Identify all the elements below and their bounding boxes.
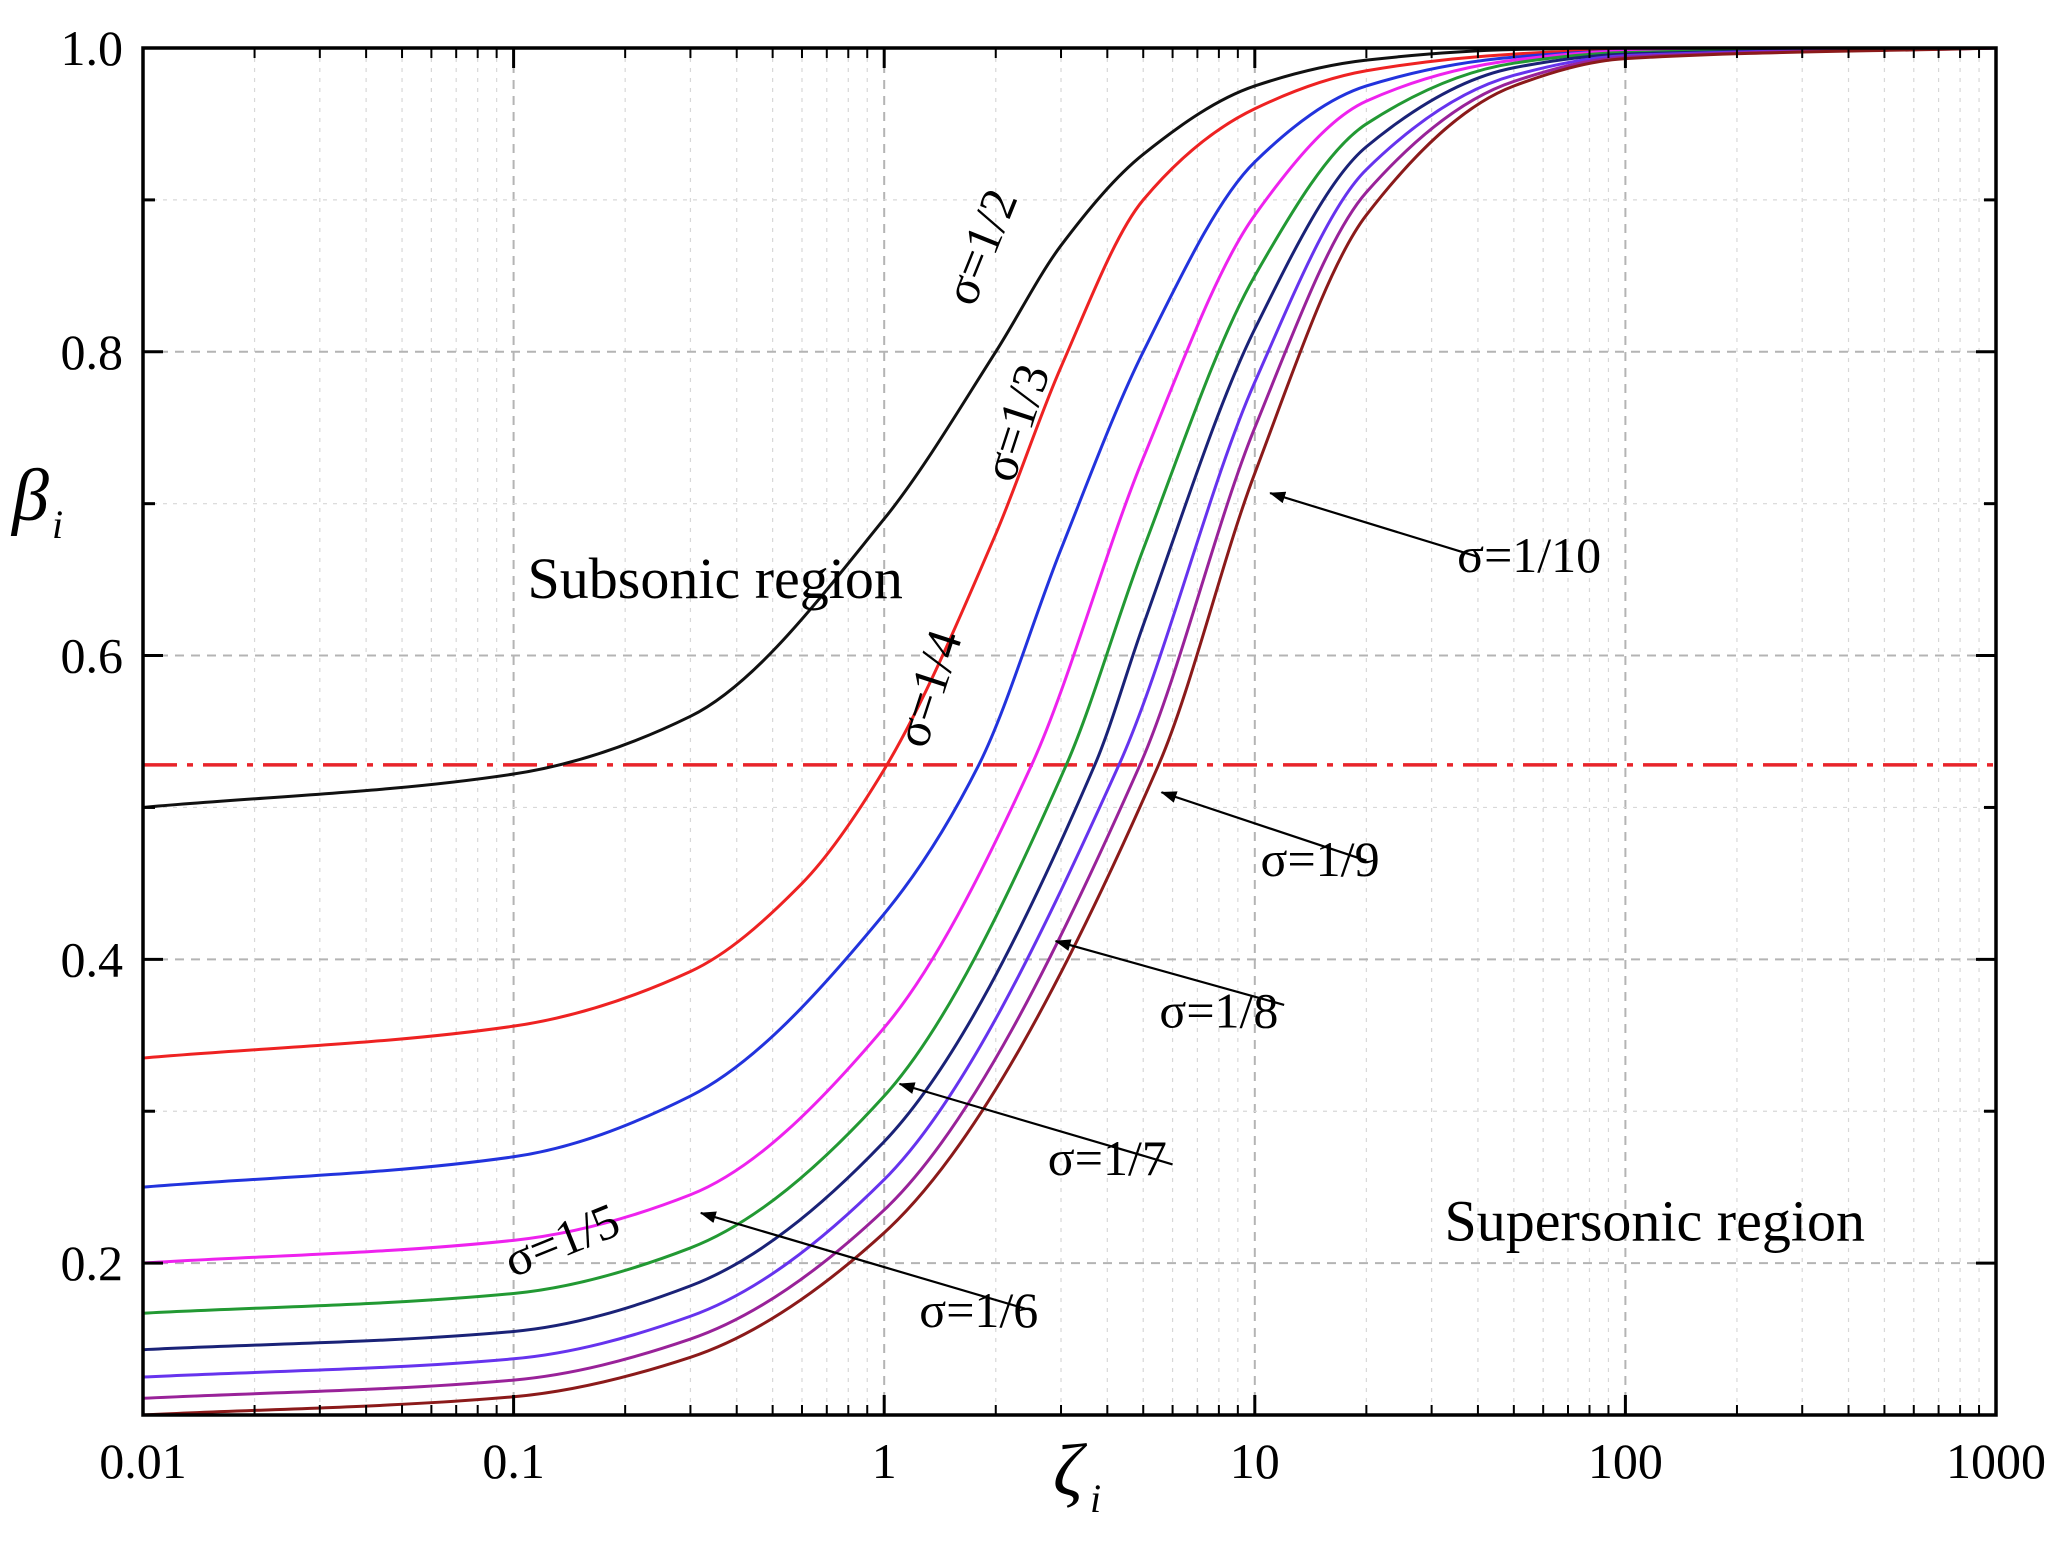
x-tick-labels: 0.01 0.1 1 10 100 1000 xyxy=(99,1433,2046,1489)
y-axis-symbol: β xyxy=(10,455,49,537)
plot-frame xyxy=(141,46,1998,1417)
annotation-arrow xyxy=(1054,939,1285,1006)
annotation-label: σ=1/8 xyxy=(1159,983,1278,1039)
axis-ticks xyxy=(141,46,1998,1417)
series-line-1-5 xyxy=(142,46,1997,1265)
curve-label: σ=1/4 xyxy=(883,623,973,754)
supersonic-region-label: Supersonic region xyxy=(1445,1188,1865,1253)
series-group xyxy=(142,46,1997,1417)
x-tick-label: 0.1 xyxy=(482,1433,545,1489)
y-tick-label: 0.2 xyxy=(61,1235,124,1291)
series-line-1-3 xyxy=(142,46,1997,1060)
y-axis-subscript: i xyxy=(52,502,63,547)
region-labels: Subsonic region Supersonic region xyxy=(528,546,1865,1253)
series-line-1-2 xyxy=(142,46,1996,809)
annotation-arrow xyxy=(699,1211,1026,1310)
series-line-1-9 xyxy=(142,46,1997,1400)
annotation-label: σ=1/7 xyxy=(1048,1130,1167,1186)
y-tick-label: 0.8 xyxy=(61,324,124,380)
curve-label: σ=1/2 xyxy=(932,181,1029,312)
x-axis-symbol: ζ xyxy=(1053,1430,1088,1512)
annotations: σ=1/10 σ=1/9 σ=1/8 σ=1/7 σ=1/6 xyxy=(699,491,1601,1338)
annotation-label: σ=1/6 xyxy=(919,1282,1038,1338)
x-tick-label: 100 xyxy=(1588,1433,1663,1489)
annotation-arrow xyxy=(898,1082,1173,1166)
series-line-1-4 xyxy=(142,46,1997,1189)
series-line-1-8 xyxy=(142,46,1997,1379)
x-tick-label: 10 xyxy=(1230,1433,1280,1489)
series-line-1-7 xyxy=(142,46,1997,1352)
annotation-arrow xyxy=(1269,491,1479,558)
series-line-1-10 xyxy=(142,46,1997,1417)
curve-label: σ=1/3 xyxy=(970,357,1060,488)
y-tick-label: 1.0 xyxy=(61,20,124,76)
y-tick-label: 0.4 xyxy=(61,931,124,987)
subsonic-region-label: Subsonic region xyxy=(528,546,903,611)
y-tick-label: 0.6 xyxy=(61,628,124,684)
annotation-arrow xyxy=(1160,791,1367,862)
series-line-1-6 xyxy=(142,46,1997,1315)
annotation-label: σ=1/10 xyxy=(1457,527,1601,583)
annotation-label: σ=1/9 xyxy=(1261,831,1380,887)
x-axis-subscript: i xyxy=(1090,1476,1101,1521)
curve-label: σ=1/5 xyxy=(496,1191,627,1288)
y-tick-labels: 0.2 0.4 0.6 0.8 1.0 xyxy=(61,20,124,1291)
x-tick-label: 0.01 xyxy=(99,1433,187,1489)
x-tick-label: 1 xyxy=(872,1433,897,1489)
x-tick-label: 1000 xyxy=(1946,1433,2046,1489)
axis-titles: β i ζ i xyxy=(10,455,1101,1521)
